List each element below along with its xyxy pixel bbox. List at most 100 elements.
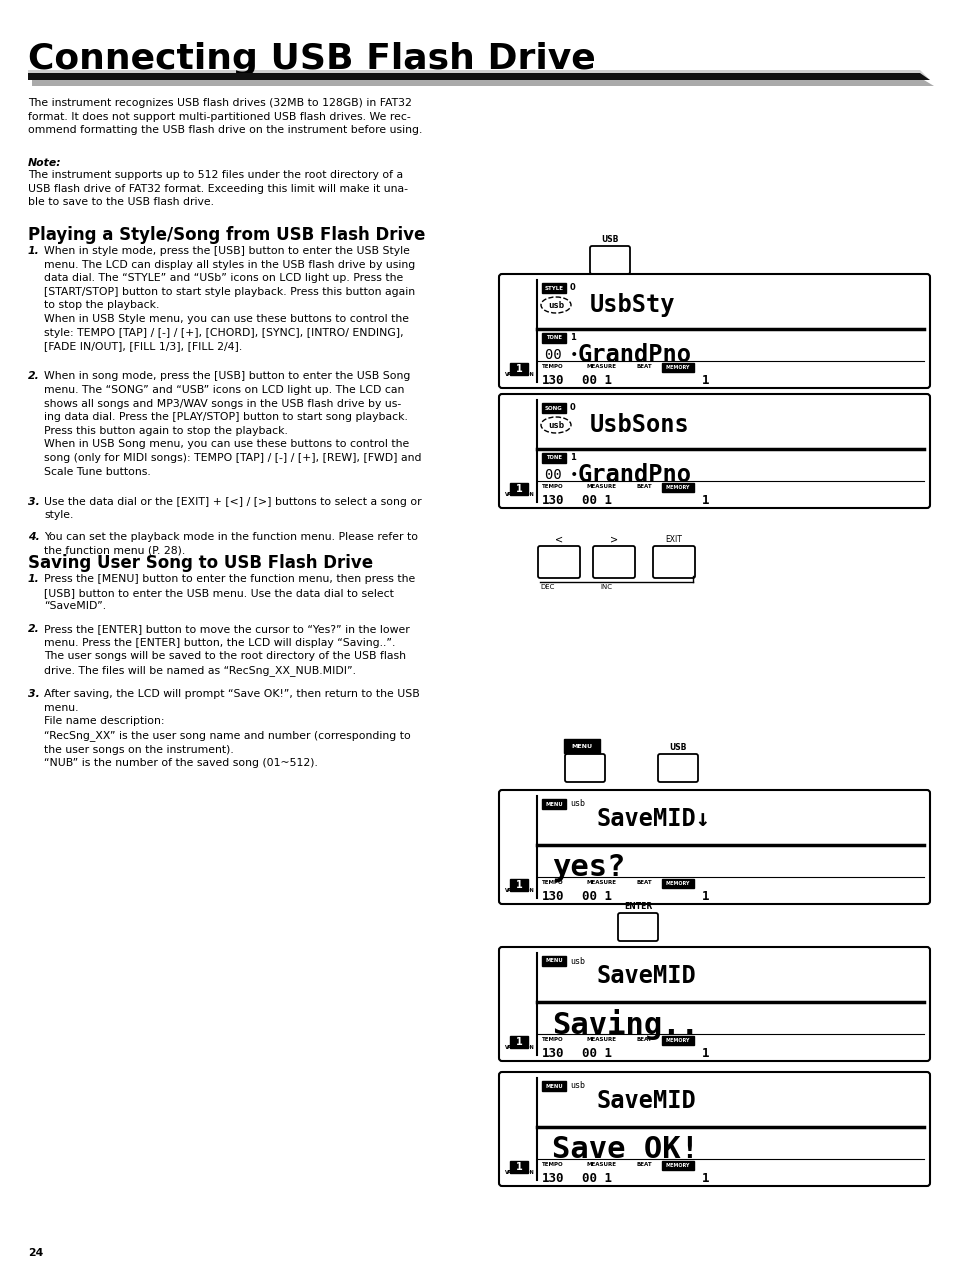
Text: MEASURE: MEASURE bbox=[586, 364, 617, 369]
Text: 00 1: 00 1 bbox=[581, 1047, 612, 1060]
Text: 130: 130 bbox=[541, 890, 564, 903]
FancyBboxPatch shape bbox=[498, 946, 929, 1061]
Text: MEASURE: MEASURE bbox=[586, 1163, 617, 1166]
Text: INC: INC bbox=[599, 584, 612, 590]
FancyBboxPatch shape bbox=[498, 1072, 929, 1186]
Text: 1: 1 bbox=[569, 333, 576, 342]
Text: TEMPO: TEMPO bbox=[541, 485, 563, 488]
Ellipse shape bbox=[540, 417, 571, 432]
Text: 1: 1 bbox=[515, 364, 522, 374]
Text: 1: 1 bbox=[515, 880, 522, 890]
Text: SaveMID↓: SaveMID↓ bbox=[597, 806, 710, 831]
Text: 1: 1 bbox=[701, 494, 709, 508]
Text: usb: usb bbox=[569, 1081, 584, 1090]
Text: MEASURE: MEASURE bbox=[586, 485, 617, 488]
Text: 3.: 3. bbox=[28, 496, 40, 506]
Bar bbox=[510, 483, 527, 495]
Text: >: > bbox=[609, 534, 618, 544]
Text: 4.: 4. bbox=[28, 532, 40, 542]
FancyBboxPatch shape bbox=[658, 754, 698, 782]
Text: yes?: yes? bbox=[552, 854, 625, 883]
FancyBboxPatch shape bbox=[537, 546, 579, 577]
Text: Note:: Note: bbox=[28, 158, 62, 168]
Text: 00 1: 00 1 bbox=[581, 890, 612, 903]
Text: UsbSons: UsbSons bbox=[589, 413, 689, 438]
Text: VARIATION: VARIATION bbox=[504, 492, 534, 497]
Bar bbox=[661, 1035, 693, 1046]
Text: 1.: 1. bbox=[28, 574, 40, 584]
Polygon shape bbox=[28, 73, 929, 80]
Text: 1: 1 bbox=[569, 453, 576, 462]
Text: When in song mode, press the [USB] button to enter the USB Song
menu. The “SONG”: When in song mode, press the [USB] butto… bbox=[44, 371, 421, 477]
Bar bbox=[541, 282, 565, 293]
Text: VARIATION: VARIATION bbox=[504, 888, 534, 893]
Text: Connecting USB Flash Drive: Connecting USB Flash Drive bbox=[28, 42, 595, 76]
Text: SaveMID: SaveMID bbox=[597, 1089, 696, 1113]
Text: You can set the playback mode in the function menu. Please refer to
the function: You can set the playback mode in the fun… bbox=[44, 532, 417, 556]
Text: Press the [ENTER] button to move the cursor to “Yes?” in the lower
menu. Press t: Press the [ENTER] button to move the cur… bbox=[44, 625, 410, 675]
Text: SaveMID: SaveMID bbox=[597, 964, 696, 988]
Text: usb: usb bbox=[569, 957, 584, 965]
Text: MEMORY: MEMORY bbox=[665, 365, 690, 370]
Text: ENTER: ENTER bbox=[623, 902, 652, 911]
Text: Use the data dial or the [EXIT] + [<] / [>] buttons to select a song or
style.: Use the data dial or the [EXIT] + [<] / … bbox=[44, 496, 421, 520]
Text: 1: 1 bbox=[515, 1163, 522, 1172]
Text: 00 •: 00 • bbox=[544, 468, 578, 482]
Bar bbox=[541, 957, 565, 965]
Bar bbox=[661, 363, 693, 371]
Text: 130: 130 bbox=[541, 494, 564, 508]
Text: MEMORY: MEMORY bbox=[665, 485, 690, 490]
Text: 1: 1 bbox=[515, 485, 522, 494]
FancyBboxPatch shape bbox=[564, 754, 604, 782]
Bar bbox=[510, 363, 527, 375]
Text: TEMPO: TEMPO bbox=[541, 880, 563, 885]
Text: MEASURE: MEASURE bbox=[586, 880, 617, 885]
Text: 130: 130 bbox=[541, 1172, 564, 1186]
Text: BEAT: BEAT bbox=[637, 1163, 652, 1166]
Bar bbox=[541, 403, 565, 413]
Text: usb: usb bbox=[569, 800, 584, 809]
Text: MEMORY: MEMORY bbox=[665, 1163, 690, 1168]
Text: MEASURE: MEASURE bbox=[586, 1037, 617, 1042]
Text: Press the [MENU] button to enter the function menu, then press the
[USB] button : Press the [MENU] button to enter the fun… bbox=[44, 574, 415, 612]
Text: 1: 1 bbox=[701, 1047, 709, 1060]
Text: Playing a Style/Song from USB Flash Drive: Playing a Style/Song from USB Flash Driv… bbox=[28, 226, 425, 244]
Text: 24: 24 bbox=[28, 1248, 43, 1258]
Text: MENU: MENU bbox=[571, 744, 592, 748]
Polygon shape bbox=[28, 70, 929, 80]
Text: STYLE: STYLE bbox=[544, 285, 563, 290]
Text: 0: 0 bbox=[569, 284, 576, 293]
Text: Save OK!: Save OK! bbox=[552, 1136, 699, 1164]
Text: The instrument recognizes USB flash drives (32MB to 128GB) in FAT32
format. It d: The instrument recognizes USB flash driv… bbox=[28, 98, 422, 135]
Text: TONE: TONE bbox=[545, 455, 561, 460]
Text: usb: usb bbox=[547, 421, 563, 430]
Text: 1: 1 bbox=[515, 1037, 522, 1047]
Text: 130: 130 bbox=[541, 374, 564, 387]
Text: MENU: MENU bbox=[544, 801, 562, 806]
Text: usb: usb bbox=[547, 300, 563, 309]
Text: After saving, the LCD will prompt “Save OK!”, then return to the USB
menu.
File : After saving, the LCD will prompt “Save … bbox=[44, 689, 419, 768]
FancyBboxPatch shape bbox=[498, 394, 929, 508]
Text: SONG: SONG bbox=[544, 406, 562, 411]
Text: TEMPO: TEMPO bbox=[541, 1037, 563, 1042]
Text: <: < bbox=[555, 534, 562, 544]
Text: VARIATION: VARIATION bbox=[504, 1046, 534, 1049]
Text: 00 1: 00 1 bbox=[581, 374, 612, 387]
Bar bbox=[541, 333, 565, 343]
FancyBboxPatch shape bbox=[498, 273, 929, 388]
FancyBboxPatch shape bbox=[498, 790, 929, 904]
Bar bbox=[541, 1081, 565, 1091]
Text: TEMPO: TEMPO bbox=[541, 364, 563, 369]
Text: 0: 0 bbox=[569, 403, 576, 412]
Bar bbox=[661, 1161, 693, 1170]
Text: 2.: 2. bbox=[28, 625, 40, 635]
Text: TONE: TONE bbox=[545, 336, 561, 341]
Text: The instrument supports up to 512 files under the root directory of a
USB flash : The instrument supports up to 512 files … bbox=[28, 170, 408, 207]
FancyBboxPatch shape bbox=[652, 546, 695, 577]
Text: BEAT: BEAT bbox=[637, 485, 652, 488]
FancyBboxPatch shape bbox=[589, 245, 629, 273]
FancyBboxPatch shape bbox=[593, 546, 635, 577]
Text: Saving User Song to USB Flash Drive: Saving User Song to USB Flash Drive bbox=[28, 555, 373, 572]
Bar bbox=[661, 879, 693, 888]
Text: 00 1: 00 1 bbox=[581, 1172, 612, 1186]
